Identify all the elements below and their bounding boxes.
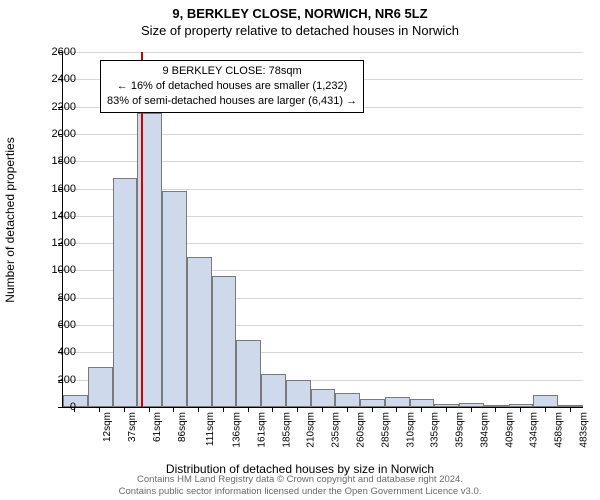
histogram-bar: [162, 191, 187, 407]
x-tick-mark: [421, 407, 422, 412]
annotation-line-3: 83% of semi-detached houses are larger (…: [107, 94, 357, 109]
y-tick-label: 1800: [36, 155, 76, 167]
x-tick-mark: [99, 407, 100, 412]
x-tick-mark: [372, 407, 373, 412]
x-tick-mark: [173, 407, 174, 412]
y-tick-label: 2400: [36, 73, 76, 85]
x-tick-label: 483sqm: [578, 412, 589, 448]
footer-line-1: Contains HM Land Registry data © Crown c…: [0, 474, 600, 486]
annotation-line-2: ← 16% of detached houses are smaller (1,…: [107, 79, 357, 94]
page-subtitle: Size of property relative to detached ho…: [0, 21, 600, 38]
x-tick-mark: [124, 407, 125, 412]
x-tick-label: 335sqm: [430, 412, 441, 448]
y-axis-title: Number of detached properties: [3, 137, 17, 302]
annotation-line-1: 9 BERKLEY CLOSE: 78sqm: [107, 64, 357, 79]
x-tick-mark: [495, 407, 496, 412]
x-tick-mark: [74, 407, 75, 412]
y-tick-label: 1000: [36, 264, 76, 276]
histogram-bar: [410, 399, 435, 407]
histogram-bar: [533, 395, 558, 407]
x-tick-label: 285sqm: [380, 412, 391, 448]
x-tick-label: 111sqm: [206, 412, 217, 446]
footer-line-2: Contains public sector information licen…: [0, 486, 600, 498]
x-tick-mark: [396, 407, 397, 412]
y-tick-label: 800: [36, 292, 76, 304]
x-tick-mark: [223, 407, 224, 412]
footer-attribution: Contains HM Land Registry data © Crown c…: [0, 474, 600, 498]
page-title: 9, BERKLEY CLOSE, NORWICH, NR6 5LZ: [0, 0, 600, 21]
x-tick-mark: [297, 407, 298, 412]
histogram-bar: [187, 257, 212, 407]
x-tick-mark: [570, 407, 571, 412]
x-tick-mark: [347, 407, 348, 412]
histogram-bar: [558, 405, 583, 407]
x-tick-label: 12sqm: [102, 412, 113, 442]
histogram-bar: [360, 399, 385, 407]
x-tick-mark: [471, 407, 472, 412]
histogram-bar: [113, 178, 138, 407]
x-tick-mark: [272, 407, 273, 412]
x-tick-mark: [149, 407, 150, 412]
x-tick-label: 458sqm: [554, 412, 565, 448]
histogram-bar: [311, 389, 336, 407]
x-tick-label: 260sqm: [356, 412, 367, 448]
x-tick-label: 434sqm: [529, 412, 540, 448]
x-tick-label: 235sqm: [331, 412, 342, 448]
y-tick-label: 1200: [36, 237, 76, 249]
x-tick-mark: [248, 407, 249, 412]
y-tick-label: 400: [36, 346, 76, 358]
x-tick-label: 409sqm: [504, 412, 515, 448]
y-tick-label: 2000: [36, 128, 76, 140]
histogram-bar: [459, 403, 484, 407]
histogram-bar: [236, 340, 261, 407]
x-tick-mark: [545, 407, 546, 412]
y-tick-label: 600: [36, 319, 76, 331]
y-tick-label: 2600: [36, 46, 76, 58]
histogram-bar: [434, 404, 459, 407]
histogram-bar: [286, 380, 311, 407]
histogram-bar: [261, 374, 286, 407]
histogram-bar: [212, 276, 237, 407]
histogram-bar: [385, 397, 410, 407]
x-tick-mark: [446, 407, 447, 412]
x-tick-mark: [198, 407, 199, 412]
y-tick-label: 2200: [36, 101, 76, 113]
x-tick-mark: [520, 407, 521, 412]
x-tick-label: 37sqm: [127, 412, 138, 442]
x-tick-label: 61sqm: [152, 412, 163, 442]
x-tick-mark: [322, 407, 323, 412]
x-tick-label: 210sqm: [306, 412, 317, 448]
x-tick-label: 86sqm: [177, 412, 188, 442]
x-tick-label: 310sqm: [405, 412, 416, 448]
y-tick-label: 200: [36, 374, 76, 386]
y-tick-label: 1600: [36, 183, 76, 195]
y-tick-label: 0: [36, 401, 76, 413]
x-tick-label: 161sqm: [257, 412, 268, 448]
histogram-bar: [335, 393, 360, 407]
x-tick-label: 384sqm: [479, 412, 490, 448]
annotation-box: 9 BERKLEY CLOSE: 78sqm← 16% of detached …: [100, 60, 364, 113]
histogram-bar: [88, 367, 113, 407]
y-tick-label: 1400: [36, 210, 76, 222]
x-tick-label: 185sqm: [281, 412, 292, 448]
x-tick-label: 359sqm: [455, 412, 466, 448]
x-tick-label: 136sqm: [232, 412, 243, 448]
